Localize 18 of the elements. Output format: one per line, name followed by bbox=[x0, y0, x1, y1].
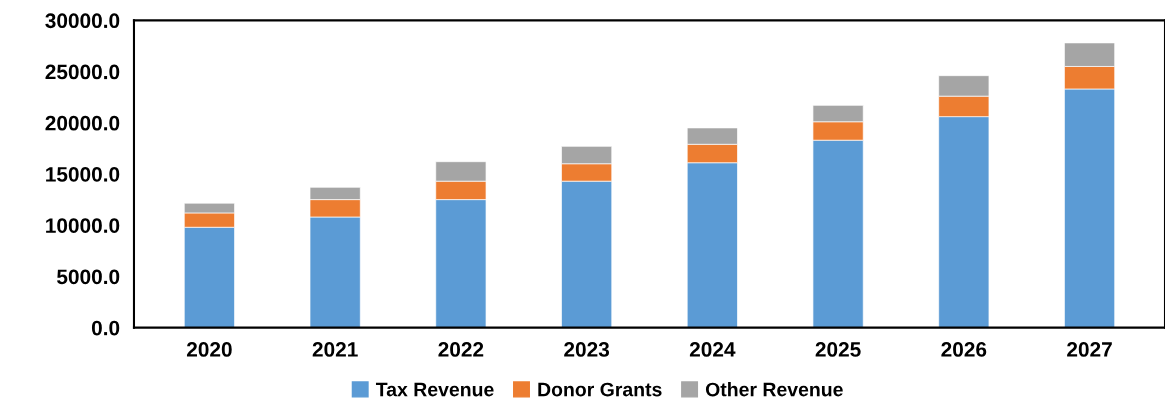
legend-label: Donor Grants bbox=[538, 382, 662, 397]
y-tick-label: 0.0 bbox=[91, 320, 120, 336]
y-tick-label: 25000.0 bbox=[45, 64, 120, 80]
x-tick-label: 2023 bbox=[564, 342, 610, 357]
y-tick-label: 15000.0 bbox=[46, 166, 120, 182]
x-tick-label: 2025 bbox=[815, 342, 861, 357]
x-tick-label: 2021 bbox=[312, 342, 358, 357]
y-tick-label: 10000.0 bbox=[46, 218, 120, 233]
x-tick-label: 2024 bbox=[689, 342, 736, 357]
x-tick-label: 2026 bbox=[941, 342, 987, 357]
x-tick-label: 2027 bbox=[1067, 342, 1112, 357]
y-tick-label: 5000.0 bbox=[57, 269, 120, 285]
legend-label: Tax Revenue bbox=[375, 382, 494, 397]
legend-label: Other Revenue bbox=[705, 382, 843, 397]
x-tick-label: 2022 bbox=[438, 342, 484, 357]
y-tick-label: 20000.0 bbox=[45, 115, 120, 131]
y-tick-label: 30000.0 bbox=[45, 13, 120, 29]
x-tick-label: 2020 bbox=[186, 342, 232, 357]
